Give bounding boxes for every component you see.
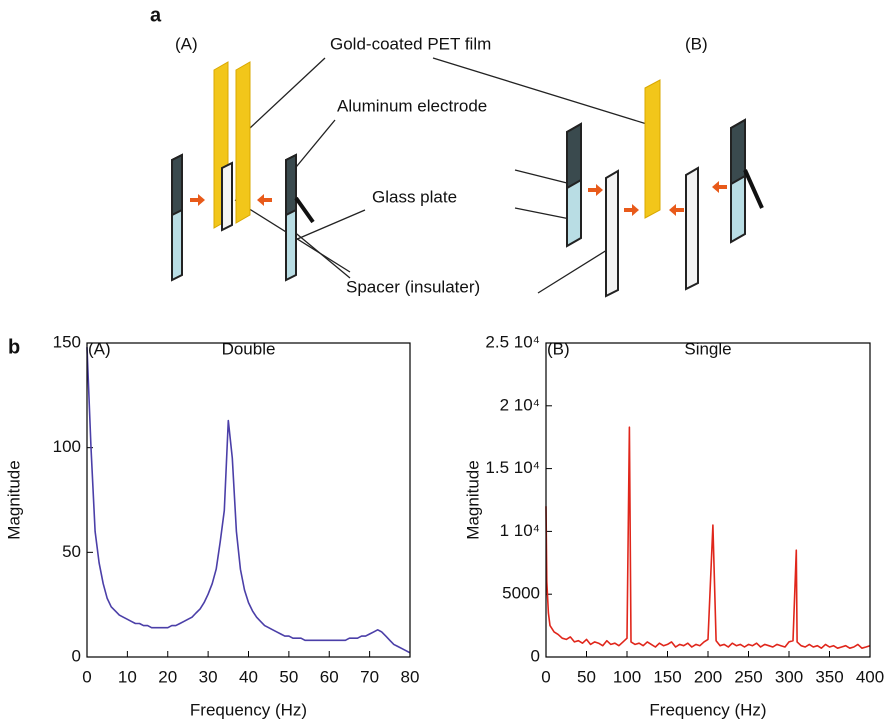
part-label: Gold-coated PET film xyxy=(330,34,491,53)
y-tick-label: 1 10⁴ xyxy=(500,521,540,540)
x-tick-label: 350 xyxy=(815,667,843,686)
y-tick-label: 150 xyxy=(53,332,81,351)
spectrum-line xyxy=(545,426,871,649)
x-tick-label: 300 xyxy=(775,667,803,686)
panel-label: b xyxy=(8,336,20,358)
assembly-a xyxy=(171,61,315,282)
x-tick-label: 0 xyxy=(82,667,91,686)
x-tick-label: 250 xyxy=(734,667,762,686)
x-tick-label: 200 xyxy=(694,667,722,686)
part-label: Glass plate xyxy=(372,187,457,206)
y-axis-title: Magnitude xyxy=(4,460,23,539)
y-tick-label: 2 10⁴ xyxy=(500,395,540,414)
y-tick-label: 2.5 10⁴ xyxy=(485,332,540,351)
y-tick-label: 1.5 10⁴ xyxy=(485,458,540,477)
assembly-b xyxy=(566,79,764,298)
panel-label: (B) xyxy=(547,339,570,358)
x-tick-label: 150 xyxy=(653,667,681,686)
x-tick-label: 40 xyxy=(239,667,258,686)
x-tick-label: 30 xyxy=(199,667,218,686)
x-axis-title: Frequency (Hz) xyxy=(649,700,766,719)
x-tick-label: 100 xyxy=(613,667,641,686)
group-label: (B) xyxy=(685,34,708,53)
leader-lines xyxy=(234,57,651,294)
diagram: a (A) (B) Gold-coated PET film Aluminum … xyxy=(150,4,764,298)
panel-label: (A) xyxy=(88,339,111,358)
x-tick-label: 80 xyxy=(401,667,420,686)
x-tick-label: 10 xyxy=(118,667,137,686)
x-tick-label: 400 xyxy=(856,667,884,686)
y-tick-label: 0 xyxy=(72,646,81,665)
y-tick-label: 50 xyxy=(62,542,81,561)
x-tick-label: 60 xyxy=(320,667,339,686)
y-tick-label: 0 xyxy=(531,646,540,665)
x-tick-label: 50 xyxy=(577,667,596,686)
group-label: (A) xyxy=(175,34,198,53)
chart: (A) Double Frequency (Hz) Magnitude 0 10 20 30 4… xyxy=(4,332,419,719)
plot-frame xyxy=(545,342,871,658)
part-label: Spacer (insulater) xyxy=(346,277,480,296)
y-tick-label: 100 xyxy=(53,437,81,456)
chart: (B) Single Frequency (Hz) Magnitude 0 50 100 15… xyxy=(463,332,884,719)
part-label: Aluminum electrode xyxy=(337,96,487,115)
x-tick-label: 70 xyxy=(360,667,379,686)
panel-label: a xyxy=(150,4,162,26)
x-tick-label: 0 xyxy=(541,667,550,686)
chart-title: Double xyxy=(222,339,276,358)
x-tick-label: 50 xyxy=(279,667,298,686)
x-tick-label: 20 xyxy=(158,667,177,686)
chart-title: Single xyxy=(684,339,731,358)
plot-frame xyxy=(86,342,411,658)
spectrum-line xyxy=(86,347,411,654)
y-tick-label: 5000 xyxy=(502,584,540,603)
x-axis-title: Frequency (Hz) xyxy=(190,700,307,719)
y-axis-title: Magnitude xyxy=(463,460,482,539)
